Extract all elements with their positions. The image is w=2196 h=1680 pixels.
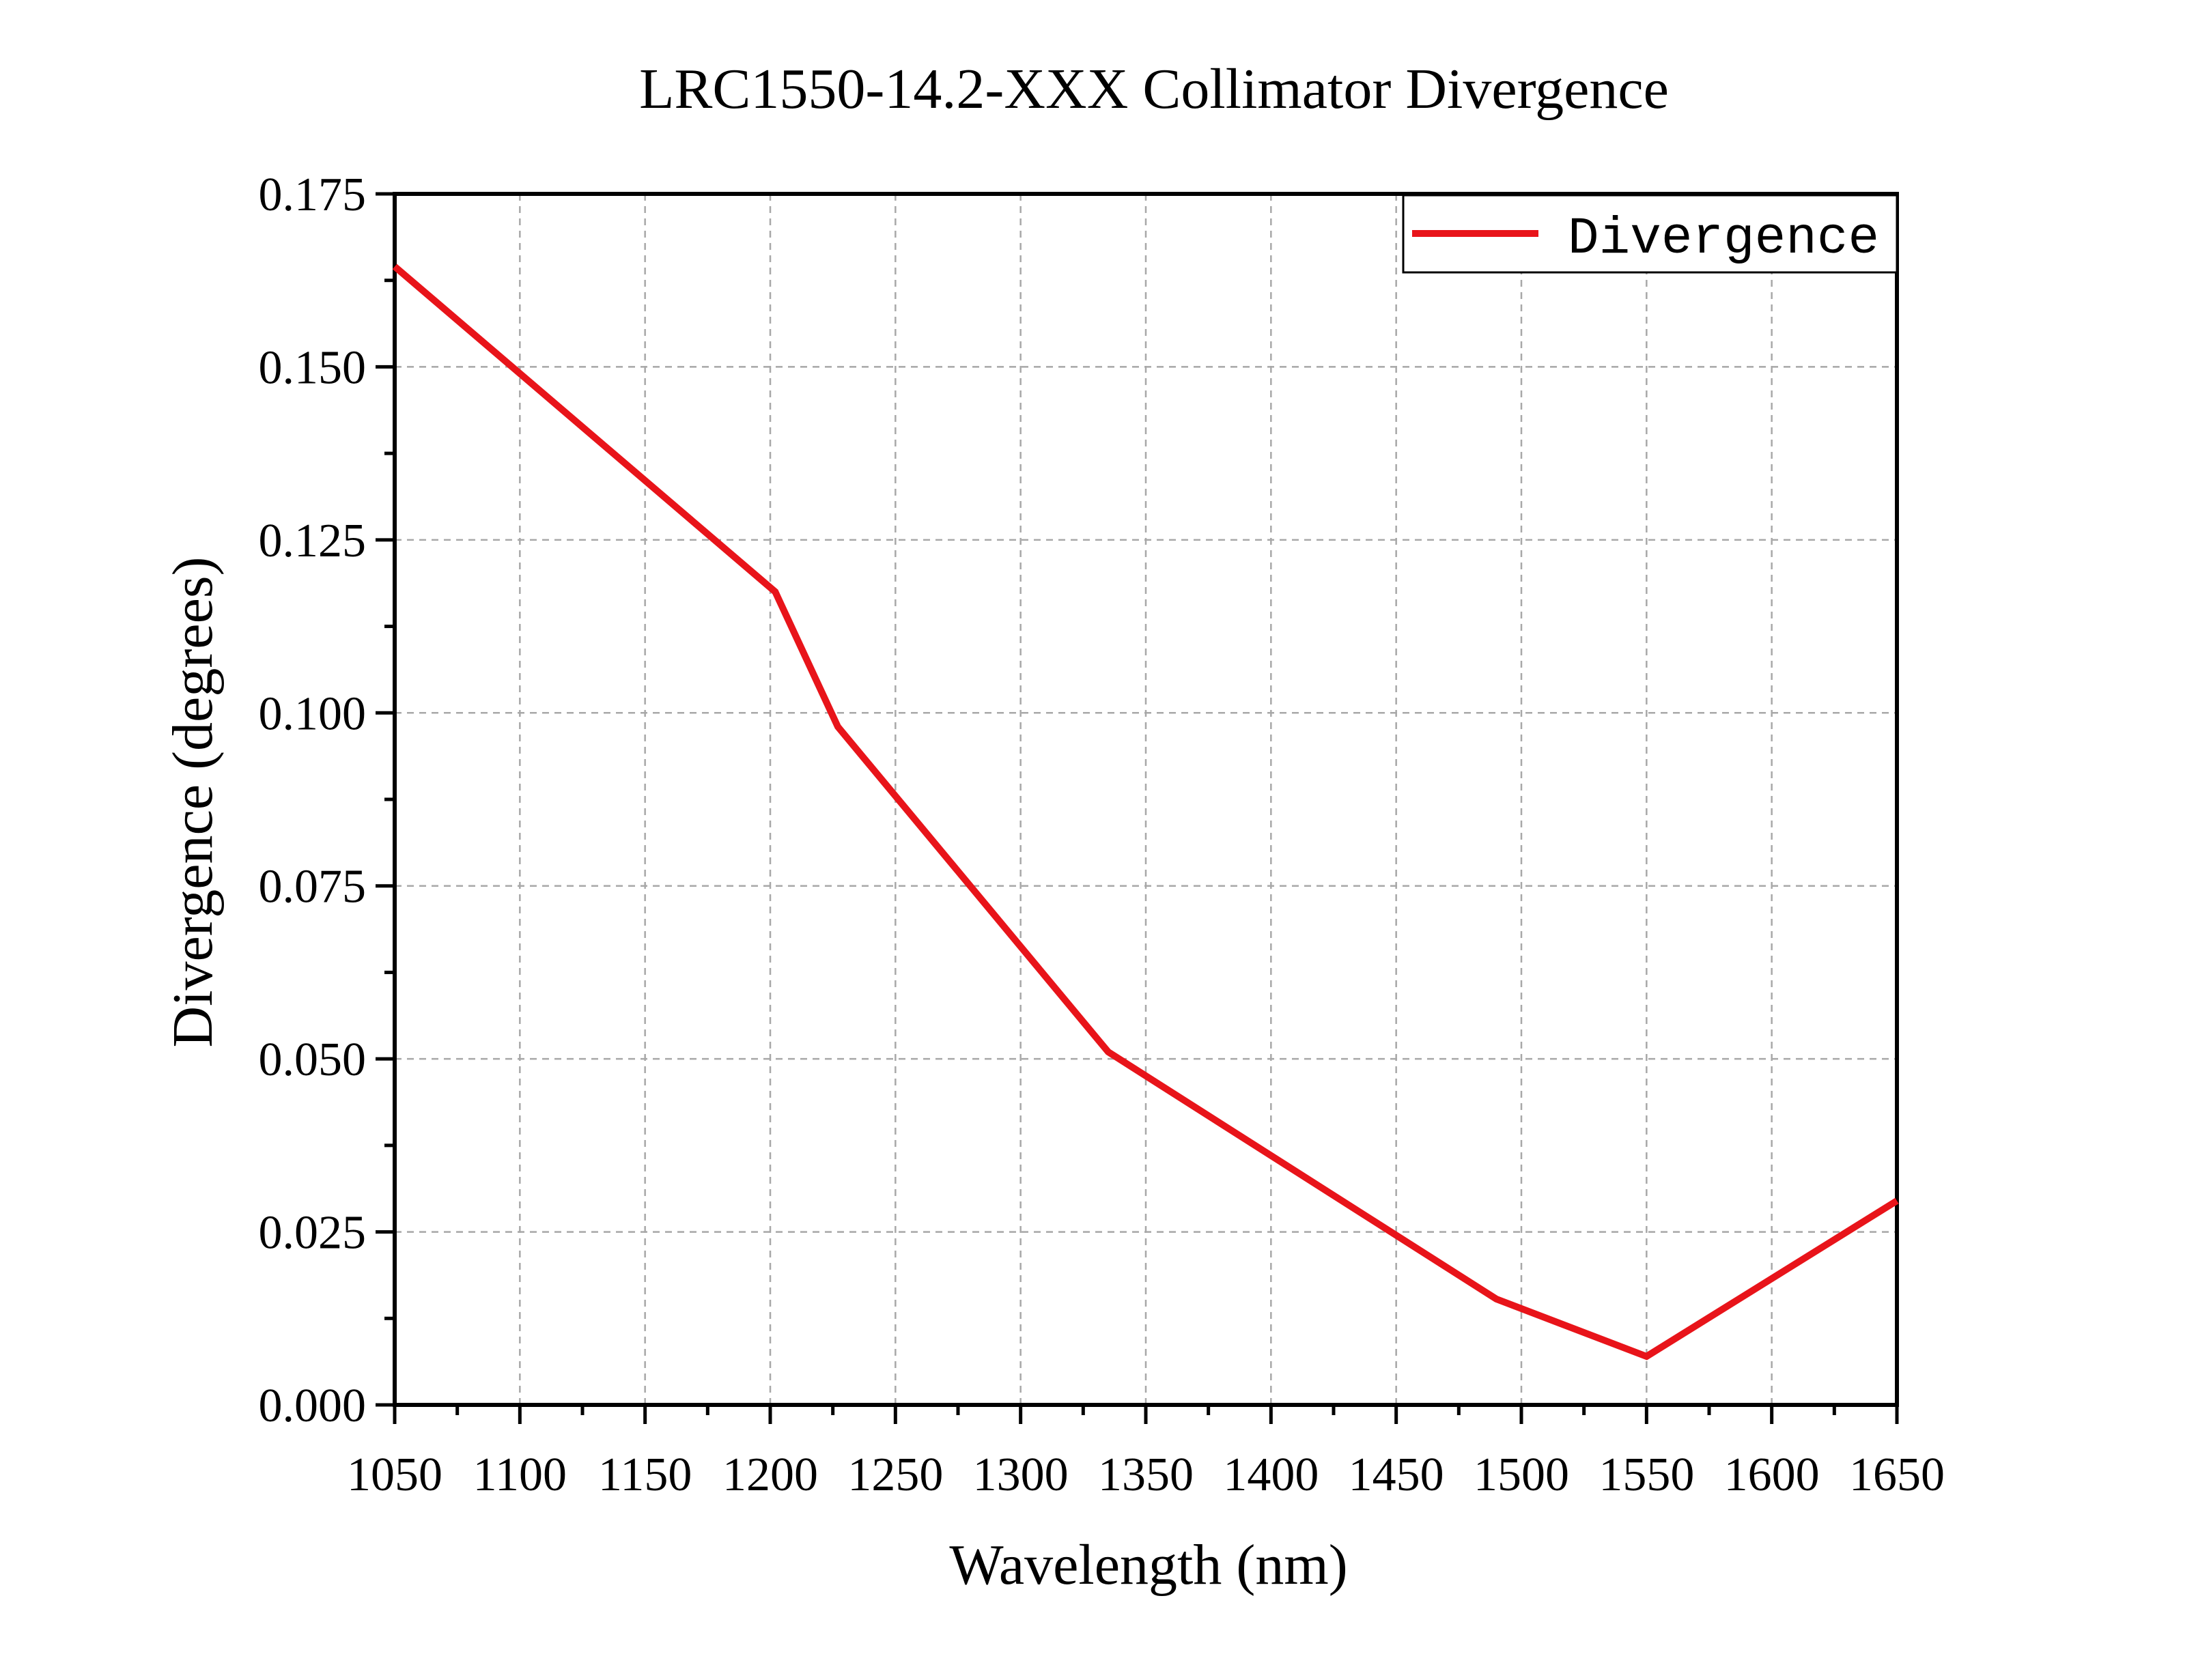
y-tick-label: 0.100 xyxy=(259,687,367,740)
x-axis-label: Wavelength (nm) xyxy=(949,1533,1347,1597)
x-tick-label: 1300 xyxy=(973,1449,1069,1501)
ticks: 1050 1100 1150 1200 1250 1300 1350 1400 1450 1500… xyxy=(259,169,1945,1501)
y-axis-label: Divergence (degrees) xyxy=(161,556,225,1047)
x-tick-label: 1450 xyxy=(1349,1449,1444,1501)
y-tick-label: 0.150 xyxy=(259,341,367,394)
chart-title: LRC1550-14.2-XXX Collimator Divergence xyxy=(639,57,1669,121)
y-tick-label: 0.175 xyxy=(259,169,367,221)
x-tick-label: 1400 xyxy=(1223,1449,1319,1501)
y-tick-label: 0.025 xyxy=(259,1207,367,1259)
x-tick-label: 1100 xyxy=(473,1449,567,1501)
legend: Divergence xyxy=(1402,194,1898,274)
y-tick-label: 0.000 xyxy=(259,1380,367,1432)
x-tick-label: 1350 xyxy=(1098,1449,1194,1501)
x-tick-label: 1550 xyxy=(1599,1449,1694,1501)
x-tick-label: 1600 xyxy=(1724,1449,1820,1501)
y-tick-label: 0.075 xyxy=(259,861,367,913)
series-line-divergence xyxy=(392,264,1899,1361)
legend-label: Divergence xyxy=(1568,210,1879,268)
y-tick-label: 0.050 xyxy=(259,1034,367,1086)
x-tick-label: 1200 xyxy=(722,1449,818,1501)
x-tick-label: 1050 xyxy=(347,1449,442,1501)
grid xyxy=(395,194,1897,1405)
x-tick-label: 1650 xyxy=(1849,1449,1945,1501)
x-tick-label: 1150 xyxy=(598,1449,692,1501)
x-tick-label: 1250 xyxy=(847,1449,943,1501)
x-tick-label: 1500 xyxy=(1474,1449,1569,1501)
y-tick-label: 0.125 xyxy=(259,515,367,567)
series-layer xyxy=(392,264,1899,1361)
